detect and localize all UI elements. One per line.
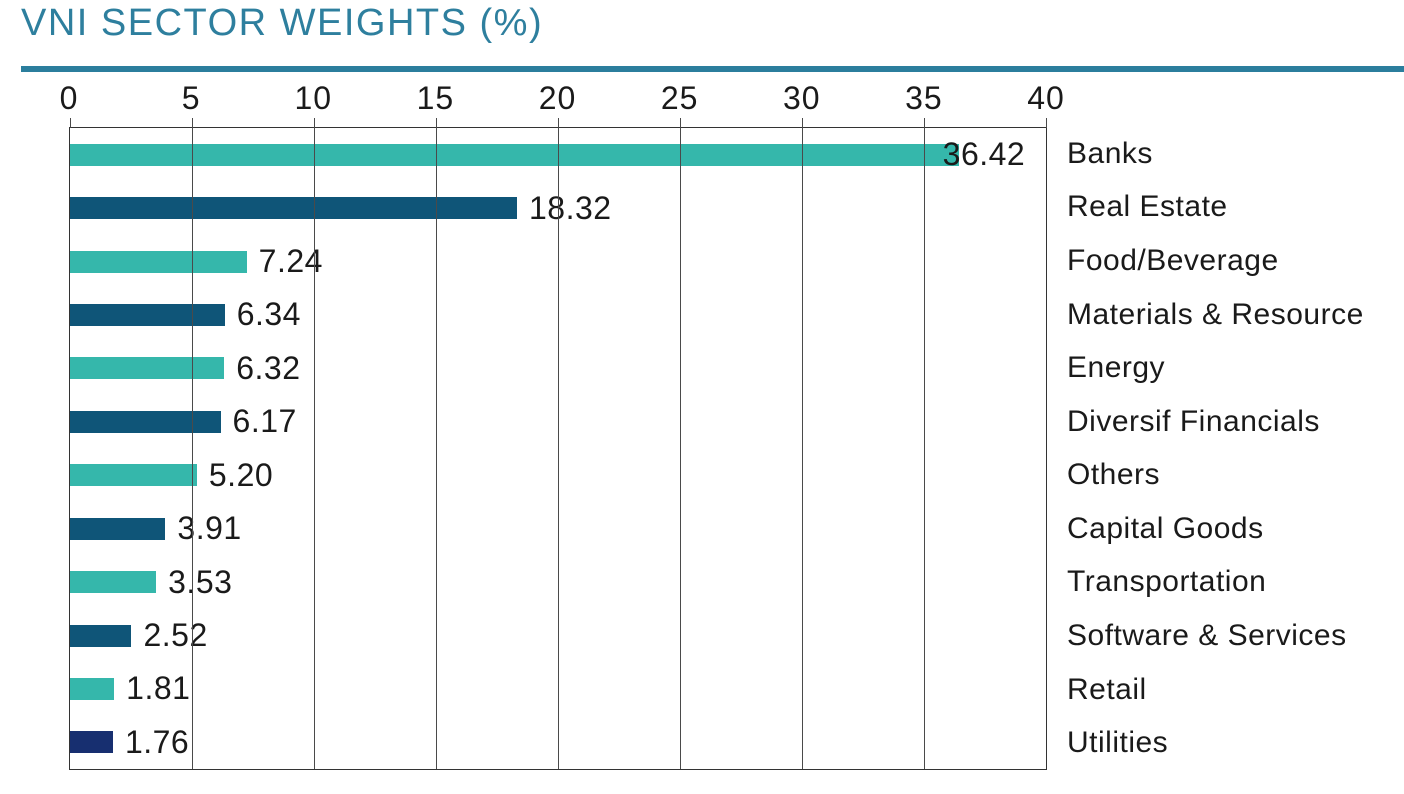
bar-row: 6.32 [70, 342, 1046, 395]
bar [70, 571, 157, 594]
category-label: Capital Goods [1067, 511, 1264, 545]
bar [70, 143, 959, 166]
x-axis-tick-label: 20 [538, 80, 577, 116]
bar [70, 250, 247, 273]
category-label: Real Estate [1067, 190, 1228, 224]
x-axis-labels: 0 5 10 15 20 25 30 35 40 [60, 80, 1064, 120]
bar [70, 303, 225, 326]
plot-area: 36.42 18.32 7.24 6.34 6.32 6.17 5.20 3.91 3.53 2.… [69, 118, 1047, 770]
bar-value-label: 6.34 [236, 296, 301, 333]
category-label: Food/Beverage [1067, 243, 1279, 277]
chart-title: VNI SECTOR WEIGHTS (%) [21, 2, 544, 44]
bar [70, 677, 115, 700]
bar-row: 7.24 [70, 235, 1046, 288]
bar-row: 6.34 [70, 288, 1046, 341]
bar-row: 1.76 [70, 716, 1046, 769]
title-rule [21, 66, 1404, 72]
bar-value-label: 3.91 [177, 510, 242, 547]
gridline [313, 128, 315, 769]
bar-value-label: 36.42 [942, 136, 1026, 173]
category-label: Retail [1067, 672, 1147, 706]
tick-mark [801, 118, 803, 128]
bar-row: 18.32 [70, 181, 1046, 234]
category-label: Others [1067, 458, 1161, 492]
gridline [191, 128, 193, 769]
bar-value-label: 7.24 [258, 243, 323, 280]
gridline [923, 128, 925, 769]
x-axis-tick-label: 40 [1027, 80, 1065, 116]
category-labels-column: Banks Real Estate Food/Beverage Materials &… [1067, 127, 1397, 770]
x-axis-tick-label: 15 [416, 80, 455, 116]
bar-value-label: 6.32 [236, 349, 301, 386]
bar-row: 2.52 [70, 609, 1046, 662]
x-axis-tick-label: 10 [294, 80, 333, 116]
bar-value-label: 3.53 [168, 563, 233, 600]
category-label: Materials & Resource [1067, 297, 1364, 331]
bar-row: 36.42 [70, 128, 1046, 181]
gridline [557, 128, 559, 769]
x-axis-tick-label: 35 [905, 80, 943, 116]
x-axis-tick-label: 30 [782, 80, 821, 116]
gridline [679, 128, 681, 769]
gridline [435, 128, 437, 769]
category-label: Diversif Financials [1067, 404, 1320, 438]
bar [70, 410, 221, 433]
bar-row: 3.53 [70, 555, 1046, 608]
category-label: Banks [1067, 136, 1153, 170]
category-label: Utilities [1067, 726, 1169, 760]
bar-value-label: 18.32 [529, 189, 612, 226]
bar-value-label: 2.52 [143, 617, 208, 653]
bar-value-label: 1.76 [124, 723, 190, 760]
category-label: Software & Services [1067, 618, 1347, 652]
tick-mark [557, 118, 559, 128]
tick-mark [679, 118, 681, 128]
bar-rows: 36.42 18.32 7.24 6.34 6.32 6.17 5.20 3.91 3.53 2.… [70, 128, 1046, 769]
tick-mark [313, 118, 315, 128]
tick-mark [191, 118, 193, 128]
tick-mark [923, 118, 925, 128]
x-axis-tick-label: 5 [181, 80, 201, 116]
x-axis-tick-label: 0 [59, 80, 79, 116]
bar-value-label: 6.17 [232, 403, 297, 440]
bar-value-label: 5.20 [208, 456, 274, 493]
tick-mark [1045, 118, 1047, 128]
tick-mark [69, 118, 71, 128]
category-label: Energy [1067, 351, 1166, 385]
bar-row: 3.91 [70, 502, 1046, 555]
x-axis-tick-label: 25 [660, 80, 699, 116]
bar [70, 624, 132, 647]
bar [70, 731, 113, 754]
bar [70, 517, 166, 540]
bar-row: 6.17 [70, 395, 1046, 448]
gridline [801, 128, 803, 769]
bar [70, 464, 197, 487]
bar-value-label: 1.81 [126, 670, 191, 707]
bar-row: 5.20 [70, 449, 1046, 502]
bar-row: 1.81 [70, 662, 1046, 715]
bar [70, 197, 517, 220]
tick-mark [435, 118, 437, 128]
bar [70, 357, 225, 380]
category-label: Transportation [1067, 565, 1267, 599]
